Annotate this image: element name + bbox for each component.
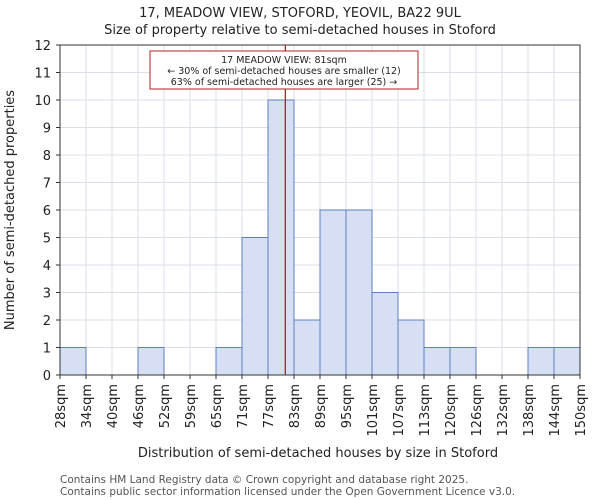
x-tick-label: 83sqm <box>288 384 303 428</box>
footer-line-1: Contains HM Land Registry data © Crown c… <box>60 474 468 486</box>
histogram-bar <box>267 99 295 376</box>
x-tick-label: 126sqm <box>470 384 485 437</box>
annotation-line-3: 63% of semi-detached houses are larger (… <box>171 77 398 88</box>
x-tick-label: 144sqm <box>548 384 563 437</box>
histogram-bar <box>397 319 425 376</box>
y-tick-label: 6 <box>43 204 51 219</box>
y-tick-label: 2 <box>43 314 51 329</box>
histogram-bar <box>241 237 269 376</box>
annotation-box: 17 MEADOW VIEW: 81sqm ← 30% of semi-deta… <box>149 50 419 90</box>
y-tick-label: 11 <box>34 67 51 82</box>
y-tick-label: 9 <box>43 122 51 137</box>
x-tick-label: 101sqm <box>366 384 381 437</box>
histogram-bar <box>59 347 87 376</box>
y-tick-label: 1 <box>43 342 51 357</box>
y-tick-label: 10 <box>34 94 51 109</box>
x-tick-label: 59sqm <box>184 384 199 428</box>
y-tick-label: 4 <box>43 259 51 274</box>
chart-subtitle: Size of property relative to semi-detach… <box>104 23 496 38</box>
x-axis-label: Distribution of semi-detached houses by … <box>138 446 498 461</box>
x-tick-label: 34sqm <box>80 384 95 428</box>
histogram-bar <box>345 209 373 376</box>
y-tick-label: 3 <box>43 287 51 302</box>
x-tick-label: 71sqm <box>236 384 251 428</box>
histogram-bar <box>137 347 165 376</box>
y-tick-label: 5 <box>43 232 51 247</box>
histogram-bar <box>527 347 555 376</box>
x-tick-label: 28sqm <box>54 384 69 428</box>
x-axis-ticks: 28sqm 34sqm 40sqm 46sqm 52sqm 59sqm 65sqm 71sqm… <box>54 375 589 437</box>
x-tick-label: 52sqm <box>158 384 173 428</box>
annotation-line-2: ← 30% of semi-detached houses are smalle… <box>167 66 401 77</box>
histogram-bar <box>423 347 451 376</box>
chart-title: 17, MEADOW VIEW, STOFORD, YEOVIL, BA22 9… <box>139 6 462 21</box>
y-axis-label: Number of semi-detached properties <box>3 90 18 330</box>
y-tick-label: 8 <box>43 149 51 164</box>
histogram-bar <box>449 347 477 376</box>
x-tick-label: 95sqm <box>340 384 355 428</box>
histogram-bar <box>293 319 321 376</box>
x-tick-label: 89sqm <box>314 384 329 428</box>
bars <box>59 99 581 376</box>
histogram-bar <box>371 292 399 376</box>
histogram-bar <box>553 347 581 376</box>
annotation-line-1: 17 MEADOW VIEW: 81sqm <box>221 55 347 66</box>
x-tick-label: 132sqm <box>496 384 511 437</box>
footer-line-2: Contains public sector information licen… <box>60 486 515 498</box>
histogram-bar <box>215 347 243 376</box>
x-tick-label: 46sqm <box>132 384 147 428</box>
histogram-bar <box>319 209 347 376</box>
x-tick-label: 120sqm <box>444 384 459 437</box>
y-tick-label: 12 <box>34 39 51 54</box>
x-tick-label: 150sqm <box>574 384 589 437</box>
y-tick-label: 0 <box>43 369 51 384</box>
x-tick-label: 107sqm <box>392 384 407 437</box>
x-tick-label: 40sqm <box>106 384 121 428</box>
x-tick-label: 65sqm <box>210 384 225 428</box>
x-tick-label: 77sqm <box>262 384 277 428</box>
y-tick-label: 7 <box>43 177 51 192</box>
x-tick-label: 138sqm <box>522 384 537 437</box>
x-tick-label: 113sqm <box>418 384 433 437</box>
